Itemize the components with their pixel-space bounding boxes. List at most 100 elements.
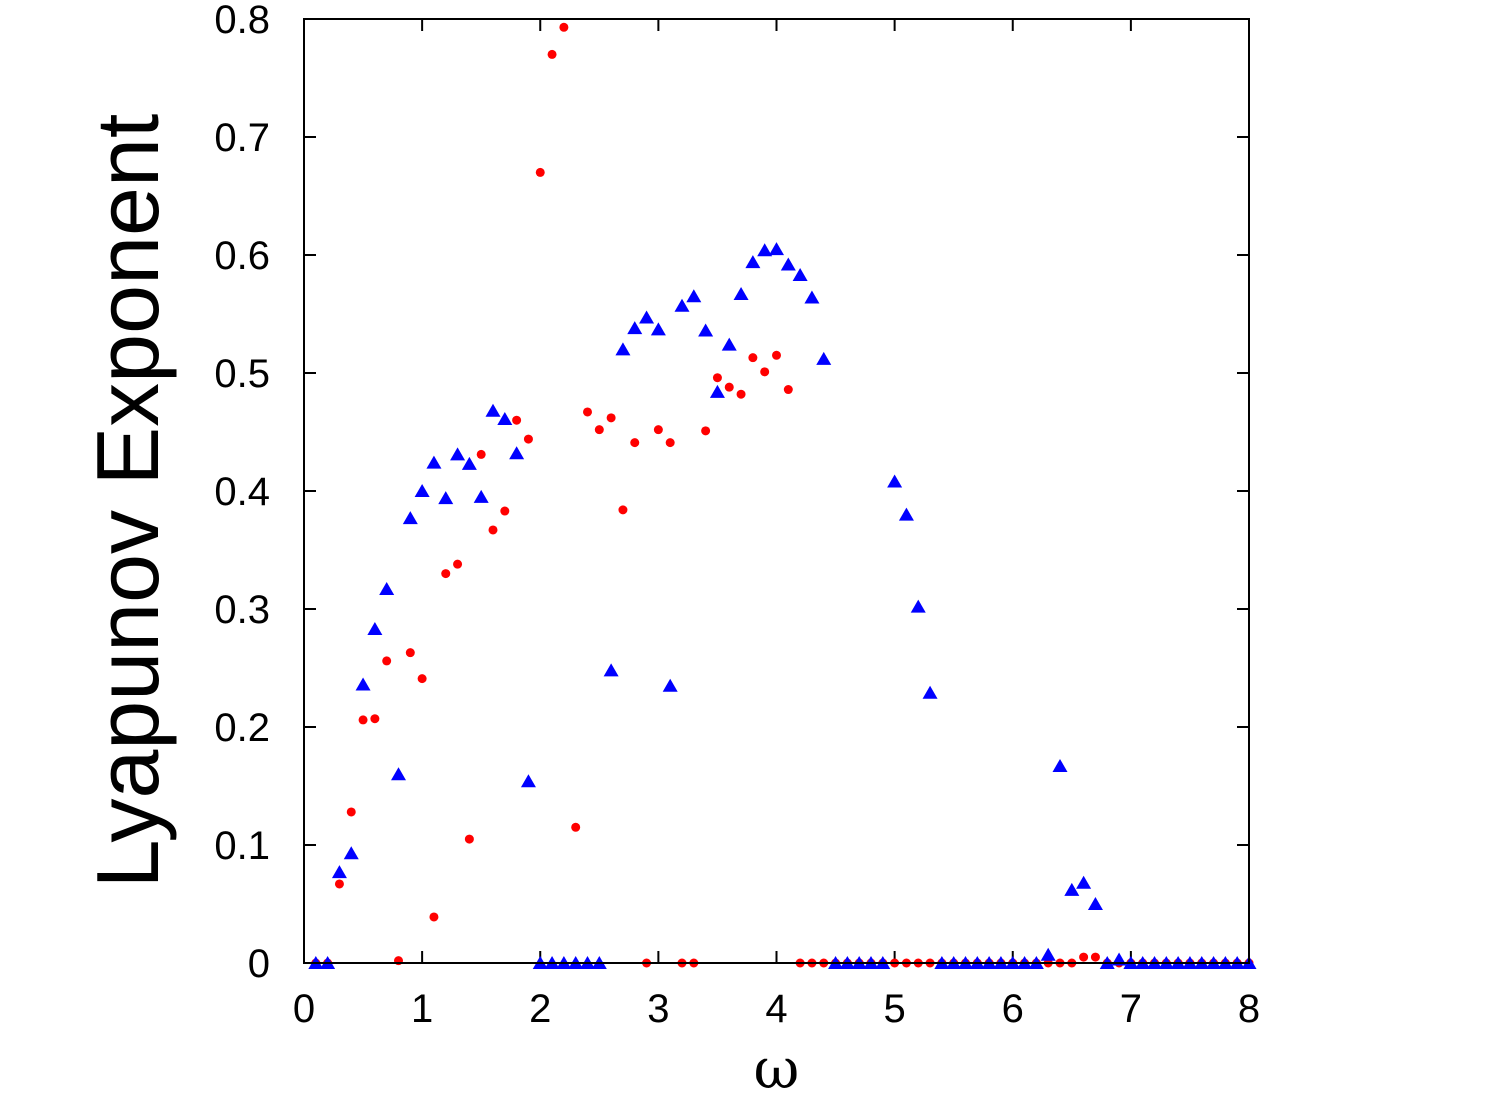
series-2-triangle-point <box>497 412 513 426</box>
series-1-circle-point <box>358 715 368 725</box>
series-1-circle-point <box>382 656 392 666</box>
series-2-triangle-point <box>379 581 395 595</box>
series-1-circle-point <box>512 415 522 425</box>
points-layer <box>308 22 1257 969</box>
series-1-circle-point <box>370 714 380 724</box>
series-1-circle-point <box>736 389 746 399</box>
series-1-circle-point <box>559 22 569 32</box>
series-1-circle-point <box>724 382 734 392</box>
series-2-triangle-point <box>1052 758 1068 772</box>
x-tick-label: 4 <box>765 987 787 1031</box>
series-2-triangle-point <box>709 384 725 398</box>
y-axis-label: Lyapunov Exponent <box>78 114 177 889</box>
series-1-circle-point <box>665 438 675 448</box>
x-tick-label: 6 <box>1002 987 1024 1031</box>
series-1-circle-point <box>701 426 711 436</box>
y-tick-label: 0.1 <box>214 824 270 868</box>
series-2-triangle-point <box>922 685 938 699</box>
series-1-circle-point <box>523 434 533 444</box>
series-2-triangle-point <box>438 491 454 505</box>
series-1-circle-point <box>1090 952 1100 962</box>
y-tick-label: 0 <box>248 942 270 986</box>
series-2-triangle-point <box>426 455 442 469</box>
series-1-circle-point <box>594 425 604 435</box>
series-1-circle-point <box>488 525 498 535</box>
x-tick-label: 1 <box>411 987 433 1031</box>
series-1-circle-point <box>712 373 722 383</box>
x-axis-label: ω <box>754 1037 800 1100</box>
series-2-triangle-point <box>792 268 808 282</box>
x-tick-label: 5 <box>884 987 906 1031</box>
series-2-triangle-point <box>473 489 489 503</box>
series-2-triangle-point <box>887 474 903 488</box>
series-1-circle-point <box>606 413 616 423</box>
series-2-triangle-point <box>509 446 525 460</box>
series-2-triangle-point <box>402 511 418 525</box>
series-2-triangle-point <box>367 622 383 636</box>
plot-frame <box>303 18 1250 964</box>
series-1-circle-point <box>476 449 486 459</box>
series-1-circle-point <box>417 674 427 684</box>
series-1-circle-point <box>464 834 474 844</box>
series-1-circle-point <box>453 559 463 569</box>
y-tick-label: 0.8 <box>214 0 270 42</box>
series-2-triangle-point <box>698 323 714 337</box>
x-tick-label: 0 <box>293 987 315 1031</box>
y-tick-label: 0.6 <box>214 234 270 278</box>
series-2-triangle-point <box>910 599 926 613</box>
series-2-triangle-point <box>1064 882 1080 896</box>
series-2-triangle-point <box>1087 897 1103 910</box>
series-2-triangle-point <box>343 846 359 860</box>
series-2-triangle-point <box>603 663 619 677</box>
series-2-triangle-point <box>1040 947 1056 961</box>
series-1-circle-point <box>618 505 628 515</box>
series-1-circle-point <box>547 49 557 59</box>
series-2-triangle-point <box>627 321 643 335</box>
y-tick-label: 0.7 <box>214 116 270 160</box>
series-1-circle-point <box>441 569 451 579</box>
series-1-circle-point <box>500 506 510 516</box>
series-1-circle-point <box>571 822 581 832</box>
series-1-circle-point <box>630 438 640 448</box>
series-1-circle-point <box>783 385 793 395</box>
series-2-triangle-point <box>674 298 690 312</box>
y-tick-label: 0.5 <box>214 352 270 396</box>
series-1-circle-point <box>346 807 356 817</box>
series-2-triangle-point <box>391 767 406 781</box>
series-2-triangle-point <box>1076 875 1092 889</box>
series-2-triangle-point <box>331 865 347 879</box>
series-2-triangle-point <box>745 255 761 269</box>
series-2-triangle-point <box>686 289 702 303</box>
series-1-circle-point <box>760 367 770 377</box>
series-1-circle-point <box>535 167 545 177</box>
series-1-circle-point <box>1079 952 1089 962</box>
series-2-triangle-point <box>898 507 914 521</box>
series-1-circle-point <box>334 879 344 889</box>
x-tick-label: 7 <box>1120 987 1142 1031</box>
series-2-triangle-point <box>816 351 832 365</box>
series-2-triangle-point <box>639 310 655 324</box>
y-tick-label: 0.3 <box>214 588 270 632</box>
tick-labels-layer: 0 1 2 3 4 5 6 7 8 0 0.1 0.2 0.3 0.4 0.5 0.6 0.7 0.8 <box>214 0 1260 1031</box>
y-tick-label: 0.4 <box>214 470 270 514</box>
series-1-circle-point <box>583 407 592 417</box>
series-1-circle-point <box>405 648 415 658</box>
series-2-triangle-point <box>615 342 631 356</box>
series-2-triangle-point <box>757 243 773 257</box>
series-1-circle-point <box>772 350 781 360</box>
series-2-triangle-point <box>769 242 784 256</box>
series-2-triangle-point <box>780 257 796 271</box>
series-2-triangle-point <box>721 337 737 351</box>
series-2-triangle-point <box>733 286 749 300</box>
x-tick-label: 2 <box>529 987 551 1031</box>
series-2-triangle-point <box>650 322 666 336</box>
x-tick-label: 8 <box>1238 987 1260 1031</box>
series-1-circle-point <box>748 353 758 363</box>
series-2-triangle-point <box>520 774 536 788</box>
y-tick-label: 0.2 <box>214 706 270 750</box>
series-2-triangle-point <box>804 290 820 304</box>
series-2-triangle-point <box>355 677 371 691</box>
series-2-triangle-point <box>461 456 477 470</box>
series-2-triangle-point <box>662 678 678 692</box>
